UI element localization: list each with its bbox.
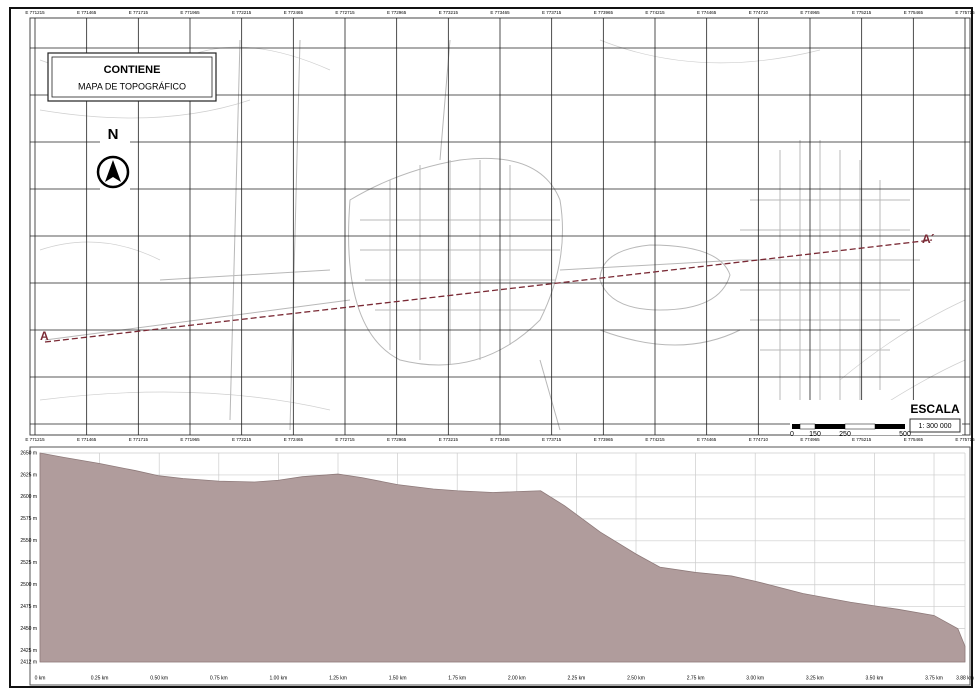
x-tick-label: 1.50 km bbox=[389, 675, 407, 681]
easting-label-top: E 774465 bbox=[697, 10, 717, 15]
x-tick-label: 1.00 km bbox=[270, 675, 288, 681]
easting-label-top: E 773965 bbox=[594, 10, 614, 15]
legend-title: CONTIENE bbox=[104, 64, 161, 76]
north-arrow bbox=[105, 160, 121, 182]
y-tick-label: 2575 m bbox=[20, 516, 37, 522]
y-tick-label: 2450 m bbox=[20, 626, 37, 632]
x-tick-label: 3.25 km bbox=[806, 675, 824, 681]
elevation-area bbox=[39, 452, 966, 663]
x-tick-label: 2.00 km bbox=[508, 675, 526, 681]
easting-label-top: E 772215 bbox=[232, 10, 252, 15]
scale-bar bbox=[844, 423, 876, 430]
easting-label-top: E 774215 bbox=[645, 10, 665, 15]
scale-ratio-box bbox=[909, 418, 961, 433]
north-label: N bbox=[108, 126, 119, 143]
y-tick-label: 2412 m bbox=[20, 659, 37, 665]
easting-label-bottom: E 775465 bbox=[904, 437, 924, 442]
easting-label-bottom: E 774965 bbox=[800, 437, 820, 442]
easting-label-top: E 771715 bbox=[129, 10, 149, 15]
x-tick-label: 0.75 km bbox=[210, 675, 228, 681]
scale-bar-label: 500 bbox=[899, 431, 911, 438]
easting-label-bottom: E 771965 bbox=[180, 437, 200, 442]
section-start: A bbox=[40, 329, 49, 343]
x-tick-label: 3.75 km bbox=[925, 675, 943, 681]
scale-bar bbox=[792, 424, 800, 429]
map-grid: E 771215 E 771215 E 771465 E 771465 E 771715… bbox=[25, 10, 975, 442]
scale-labels: 0 150 250 500 bbox=[790, 431, 911, 438]
easting-label-top: E 775215 bbox=[852, 10, 872, 15]
x-tick-label: 1.75 km bbox=[448, 675, 466, 681]
easting-label-bottom: E 771715 bbox=[129, 437, 149, 442]
easting-label-bottom: E 774465 bbox=[697, 437, 717, 442]
easting-label-top: E 772965 bbox=[387, 10, 407, 15]
scale-ratio: 1: 300 000 bbox=[918, 423, 951, 430]
easting-label-bottom: E 774710 bbox=[749, 437, 769, 442]
easting-label-top: E 773715 bbox=[542, 10, 562, 15]
scale-bar bbox=[815, 424, 845, 429]
easting-label-top: E 775715 bbox=[955, 10, 975, 15]
x-tick-label: 3.88 km bbox=[956, 675, 974, 681]
scale-bar-label: 0 bbox=[790, 431, 794, 438]
easting-label-top: E 772715 bbox=[335, 10, 355, 15]
x-tick-label: 2.50 km bbox=[627, 675, 645, 681]
y-tick-label: 2475 m bbox=[20, 604, 37, 610]
easting-label-bottom: E 772465 bbox=[284, 437, 304, 442]
x-tick-label: 0.25 km bbox=[91, 675, 109, 681]
scale-bar-label: 250 bbox=[839, 431, 851, 438]
section-line bbox=[44, 239, 933, 343]
easting-label-bottom: E 775215 bbox=[852, 437, 872, 442]
easting-label-bottom: E 773715 bbox=[542, 437, 562, 442]
scale-bar bbox=[799, 423, 816, 430]
x-tick-label: 0 km bbox=[35, 675, 46, 681]
profile-chart: 2650 m 2625 m 2600 m 2575 m 2550 m 2525 m 2500… bbox=[20, 446, 974, 686]
section-end: A´ bbox=[922, 232, 935, 246]
easting-label-bottom: E 771465 bbox=[77, 437, 97, 442]
easting-label-bottom: E 774215 bbox=[645, 437, 665, 442]
easting-label-top: E 774710 bbox=[749, 10, 769, 15]
x-tick-label: 1.25 km bbox=[329, 675, 347, 681]
y-tick-label: 2500 m bbox=[20, 582, 37, 588]
easting-label-bottom: E 772965 bbox=[387, 437, 407, 442]
x-tick-label: 3.50 km bbox=[866, 675, 884, 681]
easting-label-bottom: E 772715 bbox=[335, 437, 355, 442]
legend-box-inner bbox=[51, 56, 213, 98]
easting-label-top: E 771965 bbox=[180, 10, 200, 15]
easting-label-top: E 773465 bbox=[490, 10, 510, 15]
y-tick-label: 2550 m bbox=[20, 538, 37, 544]
easting-label-top: E 774965 bbox=[800, 10, 820, 15]
y-tick-label: 2425 m bbox=[20, 648, 37, 654]
scale-title: ESCALA bbox=[910, 402, 960, 416]
easting-label-top: E 771465 bbox=[77, 10, 97, 15]
y-tick-label: 2525 m bbox=[20, 560, 37, 566]
scale-bar-label: 150 bbox=[809, 431, 821, 438]
easting-label-top: E 771215 bbox=[25, 10, 45, 15]
x-tick-label: 2.75 km bbox=[687, 675, 705, 681]
easting-label-bottom: E 772215 bbox=[232, 437, 252, 442]
easting-label-top: E 773215 bbox=[439, 10, 459, 15]
x-tick-label: 3.00 km bbox=[746, 675, 764, 681]
x-tick-label: 2.25 km bbox=[568, 675, 586, 681]
y-tick-label: 2650 m bbox=[20, 450, 37, 456]
easting-label-top: E 775465 bbox=[904, 10, 924, 15]
y-tick-label: 2600 m bbox=[20, 494, 37, 500]
scale-bar bbox=[875, 424, 905, 429]
easting-label-bottom: E 773965 bbox=[594, 437, 614, 442]
x-tick-label: 0.50 km bbox=[150, 675, 168, 681]
map-area: E 771215 E 771215 E 771465 E 771465 E 771715… bbox=[25, 10, 975, 442]
map-roads bbox=[39, 39, 966, 431]
easting-label-bottom: E 773465 bbox=[490, 437, 510, 442]
easting-label-bottom: E 771215 bbox=[25, 437, 45, 442]
legend-box bbox=[47, 52, 217, 102]
easting-label-top: E 772465 bbox=[284, 10, 304, 15]
easting-label-bottom: E 775715 bbox=[955, 437, 975, 442]
y-tick-label: 2625 m bbox=[20, 472, 37, 478]
legend-subtitle: MAPA DE TOPOGRÁFICO bbox=[78, 81, 186, 91]
easting-label-bottom: E 773215 bbox=[439, 437, 459, 442]
